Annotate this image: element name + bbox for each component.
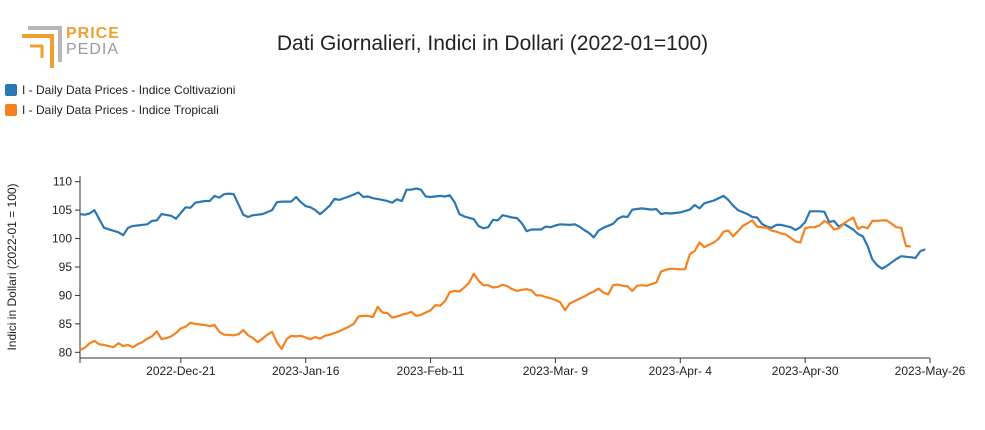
x-tick-label: 2023-Feb-11 [397, 364, 465, 378]
y-tick-label: 85 [59, 317, 73, 331]
chart-legend: I - Daily Data Prices - Indice Coltivazi… [5, 80, 235, 120]
y-tick-label: 110 [53, 175, 72, 189]
chart-axes: 80 85 90 95 100 105 110 2022-Dec-21 2023-Jan-16 2… [5, 175, 966, 378]
pricepedia-logo: PRICE PEDIA [20, 24, 130, 70]
x-tick-label: 2023-Apr-30 [772, 364, 839, 378]
chart-title: Dati Giornalieri, Indici in Dollari (202… [276, 32, 709, 55]
chart-series [79, 187, 926, 351]
y-tick-label: 80 [59, 345, 73, 359]
series-line-tropicali [79, 216, 911, 351]
legend-label-tropicali: I - Daily Data Prices - Indice Tropicali [22, 103, 219, 117]
legend-swatch-coltivazioni [5, 84, 17, 96]
x-tick-label: 2022-Dec-21 [146, 364, 216, 378]
logo-mark-icon [22, 26, 62, 68]
legend-item-tropicali[interactable]: I - Daily Data Prices - Indice Tropicali [5, 100, 235, 120]
y-axis-label: Indici in Dollari (2022-01 = 100) [5, 183, 19, 350]
y-tick-label: 105 [52, 203, 72, 217]
y-tick-label: 100 [52, 232, 72, 246]
x-tick-label: 2023-Mar- 9 [523, 364, 589, 378]
legend-swatch-tropicali [5, 104, 17, 116]
x-tick-label: 2023-May-26 [895, 364, 966, 378]
x-tick-label: 2023-Jan-16 [272, 364, 340, 378]
x-tick-label: 2023-Apr- 4 [649, 364, 713, 378]
legend-label-coltivazioni: I - Daily Data Prices - Indice Coltivazi… [22, 83, 236, 97]
y-tick-label: 90 [59, 288, 73, 302]
legend-item-coltivazioni[interactable]: I - Daily Data Prices - Indice Coltivazi… [5, 80, 235, 100]
logo-text-price: PRICE [66, 25, 120, 42]
logo-text-pedia: PEDIA [66, 41, 120, 58]
series-line-coltivazioni [79, 187, 926, 270]
y-tick-label: 95 [59, 260, 73, 274]
